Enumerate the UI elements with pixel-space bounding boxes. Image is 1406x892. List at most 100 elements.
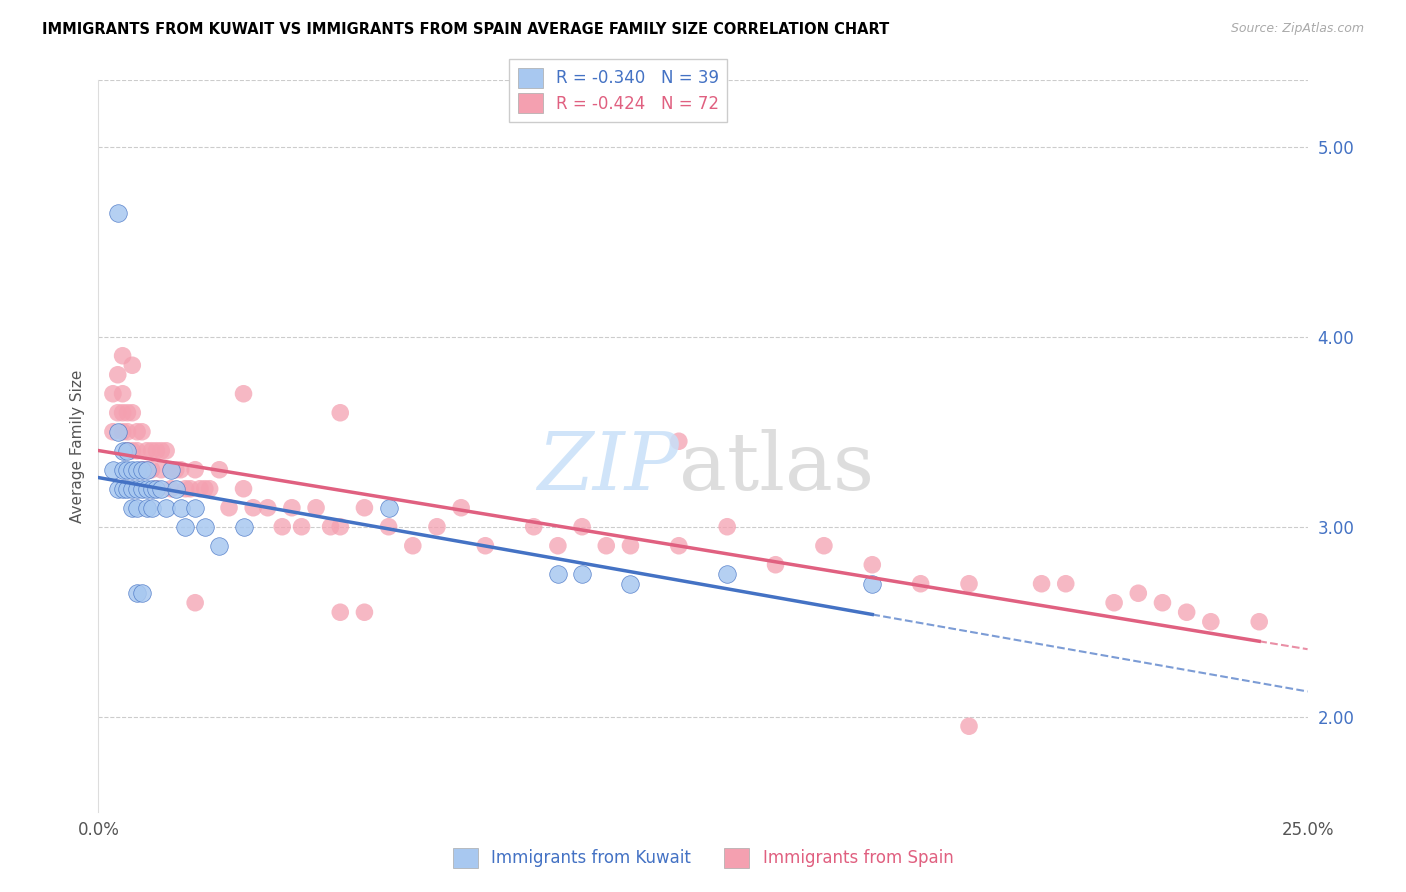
Point [242,500,264,515]
Point [111,425,134,439]
Point [595,539,617,553]
Text: Source: ZipAtlas.com: Source: ZipAtlas.com [1230,22,1364,36]
Point [117,463,139,477]
Point [426,520,449,534]
Point [135,443,157,458]
Point [107,368,129,382]
Point [107,206,129,220]
Point [377,520,399,534]
Point [150,463,173,477]
Point [145,482,167,496]
Point [523,520,546,534]
Point [860,558,883,572]
Point [232,482,254,496]
Point [1031,576,1053,591]
Point [131,463,153,477]
Point [860,576,883,591]
Point [121,406,143,420]
Point [184,596,207,610]
Point [135,500,157,515]
Point [1128,586,1150,600]
Point [155,500,177,515]
Point [141,482,163,496]
Point [1054,576,1077,591]
Point [668,539,690,553]
Point [121,443,143,458]
Point [145,482,167,496]
Point [184,463,207,477]
Point [353,605,375,619]
Point [111,443,134,458]
Text: atlas: atlas [679,429,875,507]
Point [111,482,134,496]
Point [232,386,254,401]
Point [111,463,134,477]
Point [117,425,139,439]
Point [232,520,254,534]
Point [141,500,163,515]
Point [208,463,231,477]
Point [101,463,124,477]
Point [160,482,183,496]
Legend: Immigrants from Kuwait, Immigrants from Spain: Immigrants from Kuwait, Immigrants from … [446,841,960,875]
Point [117,406,139,420]
Point [716,520,738,534]
Point [256,500,278,515]
Point [107,482,129,496]
Point [141,443,163,458]
Point [141,463,163,477]
Point [619,576,641,591]
Point [121,500,143,515]
Point [290,520,312,534]
Point [150,443,173,458]
Point [329,520,352,534]
Point [117,443,139,458]
Point [127,500,149,515]
Point [450,500,472,515]
Point [131,463,153,477]
Point [1102,596,1125,610]
Text: ZIP: ZIP [537,429,679,507]
Point [194,520,217,534]
Point [571,567,593,582]
Point [319,520,342,534]
Point [1249,615,1271,629]
Point [305,500,328,515]
Point [127,463,149,477]
Point [121,358,143,372]
Point [765,558,787,572]
Point [184,500,207,515]
Point [155,443,177,458]
Point [135,482,157,496]
Point [668,434,690,449]
Point [179,482,201,496]
Point [111,386,134,401]
Point [402,539,425,553]
Point [135,463,157,477]
Point [165,482,187,496]
Point [329,406,352,420]
Point [571,520,593,534]
Point [117,482,139,496]
Point [218,500,240,515]
Point [111,406,134,420]
Point [145,443,167,458]
Point [111,349,134,363]
Point [160,463,183,477]
Point [194,482,217,496]
Point [127,425,149,439]
Point [121,482,143,496]
Point [813,539,835,553]
Point [208,539,231,553]
Point [131,586,153,600]
Y-axis label: Average Family Size: Average Family Size [69,369,84,523]
Point [474,539,496,553]
Text: IMMIGRANTS FROM KUWAIT VS IMMIGRANTS FROM SPAIN AVERAGE FAMILY SIZE CORRELATION : IMMIGRANTS FROM KUWAIT VS IMMIGRANTS FRO… [42,22,890,37]
Point [329,605,352,619]
Point [271,520,294,534]
Point [174,520,197,534]
Point [353,500,375,515]
Point [101,425,124,439]
Point [127,586,149,600]
Point [131,482,153,496]
